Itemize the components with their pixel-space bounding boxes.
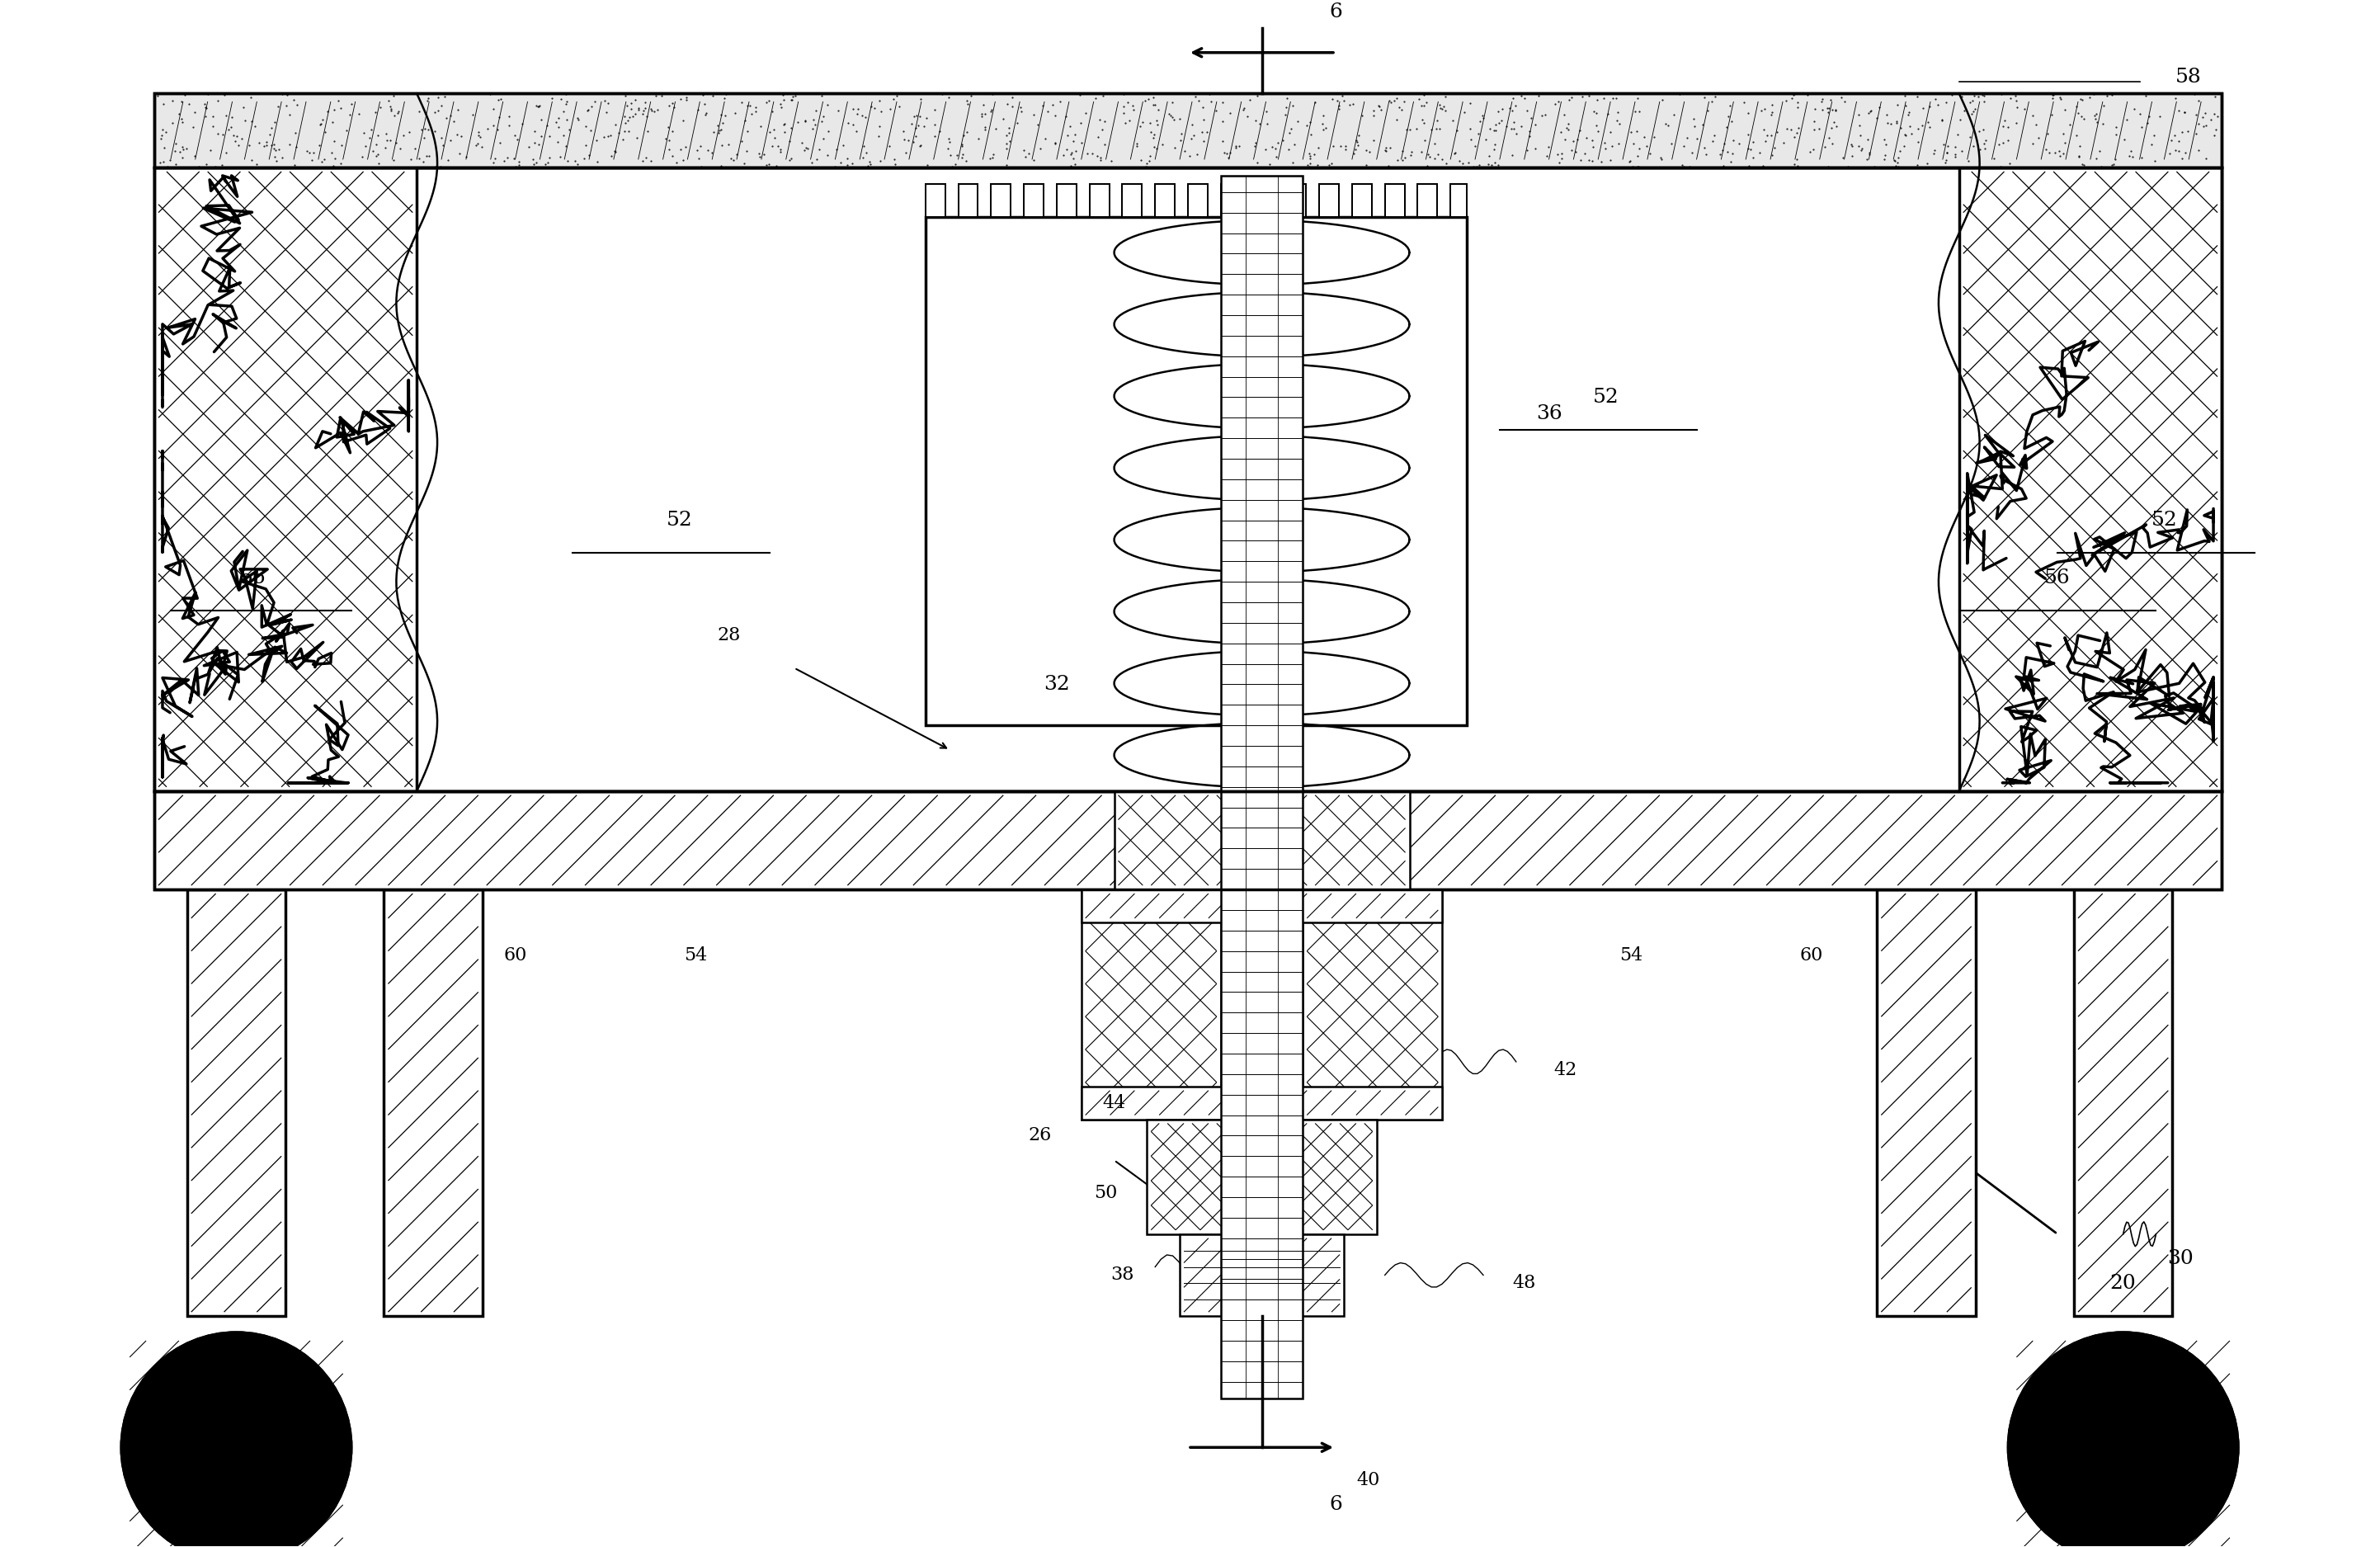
Bar [1081, 1086, 1442, 1118]
Text: 40: 40 [1357, 1471, 1380, 1490]
Bar [1288, 184, 1307, 217]
Text: 58: 58 [2175, 68, 2202, 87]
Bar [1180, 1235, 1345, 1316]
Circle shape [2009, 1332, 2237, 1547]
Text: 36: 36 [1535, 404, 1561, 422]
Text: 54: 54 [683, 947, 707, 964]
Bar [1254, 184, 1273, 217]
Text: 42: 42 [1554, 1061, 1578, 1080]
Text: 60: 60 [505, 947, 526, 964]
Bar [1959, 167, 2221, 791]
Bar [1188, 184, 1207, 217]
Bar [1302, 890, 1442, 1118]
Bar [1081, 890, 1442, 922]
Bar [1319, 184, 1340, 217]
Circle shape [121, 1332, 352, 1547]
Bar [1878, 890, 1975, 1316]
Text: 60: 60 [1799, 947, 1823, 964]
Text: 52: 52 [1592, 388, 1618, 407]
Bar [155, 167, 2221, 791]
Bar [1221, 176, 1302, 1398]
Bar [155, 94, 2221, 167]
Text: 30: 30 [288, 1462, 314, 1482]
Bar [1123, 184, 1142, 217]
Text: 38: 38 [1111, 1265, 1135, 1284]
Bar [926, 184, 945, 217]
Bar [1385, 184, 1404, 217]
Text: 44: 44 [1102, 1094, 1126, 1112]
Bar [1057, 184, 1076, 217]
Text: 6: 6 [1328, 1496, 1342, 1515]
Bar [1154, 184, 1176, 217]
Bar [1221, 184, 1240, 217]
Text: 30: 30 [2168, 1248, 2194, 1269]
Bar [188, 890, 286, 1316]
Bar [1418, 184, 1438, 217]
Bar [1090, 184, 1109, 217]
Bar [926, 217, 1466, 726]
Bar [155, 791, 2221, 890]
Text: 52: 52 [666, 511, 693, 529]
Bar [959, 184, 978, 217]
Bar [1023, 184, 1042, 217]
Bar [155, 167, 2221, 791]
Text: 26: 26 [1028, 1126, 1052, 1145]
Text: 6: 6 [1328, 2, 1342, 22]
Bar [990, 184, 1011, 217]
Text: 56: 56 [2044, 568, 2071, 588]
Text: 48: 48 [1514, 1275, 1535, 1292]
Bar [155, 167, 416, 791]
Bar [1352, 184, 1371, 217]
Text: 52: 52 [2152, 511, 2178, 529]
Text: 28: 28 [716, 627, 740, 644]
Bar [2073, 890, 2173, 1316]
Text: 50: 50 [1095, 1183, 1119, 1202]
Text: 20: 20 [2111, 1273, 2137, 1293]
Bar [155, 94, 2221, 167]
Bar [1147, 1118, 1376, 1235]
Text: 56: 56 [240, 568, 267, 588]
Bar [1081, 890, 1221, 1118]
Bar [155, 791, 2221, 890]
Bar [1449, 184, 1466, 217]
Text: 32: 32 [1042, 674, 1069, 695]
Bar [1114, 791, 1409, 890]
Text: 54: 54 [1618, 947, 1642, 964]
Bar [383, 890, 483, 1316]
